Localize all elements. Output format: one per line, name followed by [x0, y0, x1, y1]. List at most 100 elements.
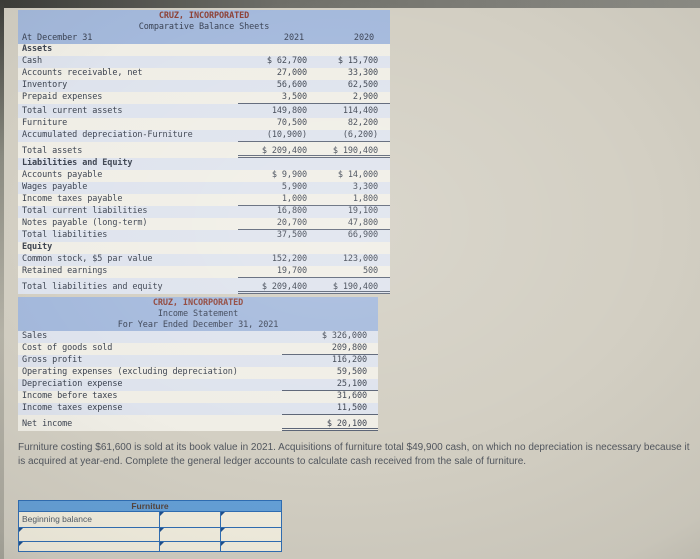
- value-2020: (6,200): [314, 130, 390, 142]
- row-amount: 59,500: [336, 367, 367, 377]
- row-label: Prepaid expenses: [22, 92, 103, 102]
- balance-sheet-row: Total current assets 149,800 114,400: [18, 104, 390, 118]
- row-label: Inventory: [22, 80, 68, 90]
- ledger-row-label-cell[interactable]: Beginning balance: [22, 514, 92, 524]
- value-2021: 70,500: [276, 118, 307, 128]
- value-2020: $ 15,700: [337, 56, 378, 66]
- value-2020: 123,000: [342, 254, 378, 264]
- value-2021: $ 209,400: [238, 282, 314, 294]
- value-2021: $ 209,400: [238, 146, 314, 158]
- value-2021: 1,000: [238, 194, 314, 206]
- balance-sheet-row: Retained earnings 19,700 500: [18, 266, 390, 278]
- row-label: Cost of goods sold: [22, 343, 113, 353]
- balance-sheet-row: Income taxes payable 1,000 1,800: [18, 194, 390, 206]
- problem-text: Furniture costing $61,600 is sold at its…: [18, 442, 690, 467]
- value-2021: 56,600: [276, 80, 307, 90]
- value-2020: 66,900: [347, 230, 378, 240]
- value-2021: 5,900: [281, 182, 307, 192]
- row-label: Income taxes payable: [22, 194, 123, 204]
- row-label: Net income: [22, 419, 73, 429]
- row-label: Liabilities and Equity: [22, 158, 133, 168]
- value-2021: 20,700: [238, 218, 314, 230]
- income-statement-row: Gross profit 116,200: [18, 355, 378, 367]
- row-label: Notes payable (long-term): [22, 218, 148, 228]
- row-label: Total current assets: [22, 106, 123, 116]
- row-label: Income taxes expense: [22, 403, 123, 413]
- row-label: Assets: [22, 44, 53, 54]
- ledger-debit-cell[interactable]: [159, 542, 220, 551]
- value-2020: $ 14,000: [337, 170, 378, 180]
- row-label: Equity: [22, 242, 53, 252]
- balance-sheet-row: Equity: [18, 242, 390, 254]
- income-statement-row: Net income $ 20,100: [18, 415, 378, 431]
- value-2020: 19,100: [347, 206, 378, 216]
- income-statement-row: Income before taxes 31,600: [18, 391, 378, 403]
- balance-sheet-row: Total assets $ 209,400 $ 190,400: [18, 142, 390, 158]
- row-label: Total liabilities and equity: [22, 282, 163, 292]
- balance-sheet-row: Prepaid expenses 3,500 2,900: [18, 92, 390, 104]
- row-amount: 11,500: [282, 403, 378, 415]
- row-amount: 31,600: [336, 391, 367, 401]
- value-2020: 1,800: [314, 194, 390, 206]
- value-2021: 37,500: [276, 230, 307, 240]
- balance-sheet-row: Notes payable (long-term) 20,700 47,800: [18, 218, 390, 230]
- row-label: Total liabilities: [22, 230, 108, 240]
- balance-sheet-row: Furniture 70,500 82,200: [18, 118, 390, 130]
- balance-sheet-row: Accumulated depreciation-Furniture (10,9…: [18, 130, 390, 142]
- income-statement-row: Depreciation expense 25,100: [18, 379, 378, 391]
- balance-sheet-header: CRUZ, INCORPORATED Comparative Balance S…: [18, 10, 390, 44]
- furniture-ledger-account: Furniture Beginning balance: [18, 500, 282, 552]
- row-amount: $ 326,000: [321, 331, 367, 341]
- balance-sheet-row: Accounts receivable, net 27,000 33,300: [18, 68, 390, 80]
- value-2020: $ 190,400: [314, 282, 390, 294]
- ledger-debit-cell[interactable]: [159, 512, 220, 527]
- value-2021: 19,700: [238, 266, 314, 278]
- ledger-credit-cell[interactable]: [220, 528, 281, 541]
- row-label: Total assets: [22, 146, 83, 156]
- income-statement-period: For Year Ended December 31, 2021: [117, 320, 279, 330]
- row-label: Accounts payable: [22, 170, 103, 180]
- balance-sheet-column-row: At December 31 2021 2020: [18, 33, 390, 44]
- ledger-debit-cell[interactable]: [159, 528, 220, 541]
- value-2021: (10,900): [238, 130, 314, 142]
- balance-sheet-row: Total liabilities and equity $ 209,400 $…: [18, 278, 390, 294]
- value-2020: 82,200: [347, 118, 378, 128]
- ledger-row-label-cell[interactable]: [19, 528, 159, 541]
- balance-sheet-row: Accounts payable $ 9,900 $ 14,000: [18, 170, 390, 182]
- value-2021: [238, 44, 314, 56]
- balance-sheet-row: Wages payable 5,900 3,300: [18, 182, 390, 194]
- balance-sheet-row: Inventory 56,600 62,500: [18, 80, 390, 92]
- row-label: Cash: [22, 56, 43, 66]
- balance-sheet-row: Common stock, $5 par value 152,200 123,0…: [18, 254, 390, 266]
- balance-sheet-body: Assets Cash $ 62,700 $ 15,700 Accounts r…: [18, 44, 390, 294]
- row-label: Common stock, $5 par value: [22, 254, 153, 264]
- balance-sheet-row: Total liabilities 37,500 66,900: [18, 230, 390, 242]
- column-header-2021: 2021: [283, 33, 304, 43]
- ledger-row-label-cell[interactable]: [19, 542, 159, 551]
- income-statement-subtitle: Income Statement: [157, 309, 239, 319]
- balance-sheet-row: Total current liabilities 16,800 19,100: [18, 206, 390, 218]
- value-2020: 62,500: [347, 80, 378, 90]
- value-2020: 3,300: [352, 182, 378, 192]
- row-label: Depreciation expense: [22, 379, 123, 389]
- row-amount: 116,200: [331, 355, 367, 365]
- row-label: Income before taxes: [22, 391, 118, 401]
- balance-sheet-company-title: CRUZ, INCORPORATED: [158, 11, 250, 21]
- value-2020: 114,400: [342, 106, 378, 116]
- row-amount: 25,100: [282, 379, 378, 391]
- row-label: Furniture: [22, 118, 68, 128]
- balance-sheet-subtitle: Comparative Balance Sheets: [138, 22, 270, 32]
- income-statement-row: Operating expenses (excluding depreciati…: [18, 367, 378, 379]
- balance-sheet-row: Cash $ 62,700 $ 15,700: [18, 56, 390, 68]
- photo-top-edge: [0, 0, 700, 8]
- value-2020: 2,900: [314, 92, 390, 104]
- value-2020: [314, 242, 390, 254]
- row-label: Accumulated depreciation-Furniture: [22, 130, 193, 140]
- value-2020: [314, 158, 390, 170]
- ledger-credit-cell[interactable]: [220, 512, 281, 527]
- row-amount: $ 20,100: [282, 419, 378, 431]
- balance-sheet-row: Liabilities and Equity: [18, 158, 390, 170]
- photo-left-edge: [0, 0, 4, 559]
- income-statement-row: Cost of goods sold 209,800: [18, 343, 378, 355]
- ledger-credit-cell[interactable]: [220, 542, 281, 551]
